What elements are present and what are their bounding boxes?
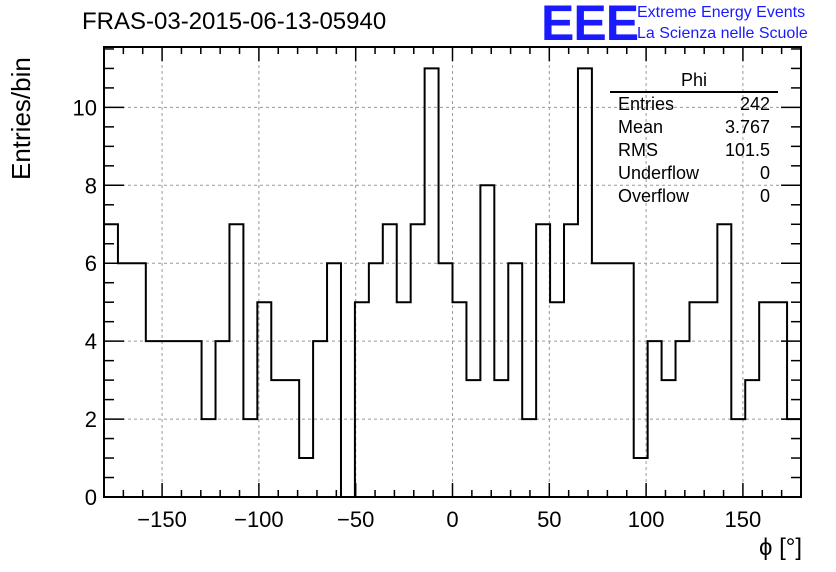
y-axis-label-text: Entries/bin <box>6 57 36 180</box>
histogram-bin <box>689 302 703 497</box>
histogram-bin <box>118 263 132 497</box>
histogram-bin <box>578 68 592 497</box>
histogram-bin <box>606 263 620 497</box>
histogram-bin <box>550 302 564 497</box>
histogram-bin <box>536 224 550 497</box>
histogram-bin <box>271 380 285 497</box>
stats-row-entries: Entries 242 <box>610 93 778 116</box>
stats-row-rms: RMS 101.5 <box>610 139 778 162</box>
eee-logo: EEE <box>541 0 639 51</box>
stats-value: 101.5 <box>724 140 770 160</box>
histogram-bin <box>243 419 257 497</box>
histogram-bin <box>188 341 202 497</box>
histogram-bin <box>717 224 731 497</box>
histogram-bin <box>564 224 578 497</box>
histogram-bin <box>397 302 411 497</box>
histogram-bin <box>494 380 508 497</box>
tick-labels: −150 −100 −50 0 50 100 150 0 2 4 6 8 10 <box>73 95 762 532</box>
histogram-bin <box>229 224 243 497</box>
stats-box: Phi Entries 242 Mean 3.767 RMS 101.5 Und… <box>610 70 778 208</box>
stats-label: Mean <box>618 117 664 137</box>
histogram-bin <box>522 419 536 497</box>
histogram-bin <box>355 302 369 497</box>
histogram-bin <box>327 263 341 497</box>
histogram-bin <box>160 341 174 497</box>
histogram-bin <box>383 224 397 497</box>
histogram-bin <box>648 341 662 497</box>
stats-label: RMS <box>618 140 658 160</box>
stats-title: Phi <box>610 70 778 93</box>
y-tick-label: 10 <box>73 95 97 120</box>
stats-row-mean: Mean 3.767 <box>610 116 778 139</box>
histogram-bin <box>313 341 327 497</box>
histogram-bin <box>466 380 480 497</box>
histogram-bin <box>773 302 787 497</box>
chart-title: FRAS-03-2015-06-13-05940 <box>82 8 387 35</box>
histogram-bin <box>592 263 606 497</box>
x-tick-label: −150 <box>137 507 187 532</box>
x-axis-label: ϕ [°] <box>758 534 802 561</box>
histogram-bin <box>745 380 759 497</box>
stats-label: Underflow <box>618 163 700 183</box>
histogram-bin <box>132 263 146 497</box>
histogram-bin <box>508 263 522 497</box>
y-tick-label: 0 <box>85 485 97 510</box>
stats-row-overflow: Overflow 0 <box>610 185 778 208</box>
histogram-bin <box>620 263 634 497</box>
histogram-bin <box>257 302 271 497</box>
y-tick-label: 8 <box>85 173 97 198</box>
logo-caption-line1: Extreme Energy Events <box>637 4 806 21</box>
x-tick-label: −50 <box>337 507 374 532</box>
histogram-bin <box>202 419 216 497</box>
histogram-bin <box>299 458 313 497</box>
x-tick-label: 100 <box>628 507 665 532</box>
stats-row-underflow: Underflow 0 <box>610 162 778 185</box>
histogram-bin <box>662 380 676 497</box>
histogram-bin <box>146 341 160 497</box>
histogram-bin <box>411 224 425 497</box>
stats-label: Overflow <box>618 186 690 206</box>
histogram-bin <box>703 302 717 497</box>
histogram-bin <box>369 263 383 497</box>
histogram-bin <box>439 263 453 497</box>
histogram-step-line <box>104 67 802 498</box>
stats-value: 242 <box>739 94 770 114</box>
y-axis-label: Entries/bin <box>6 57 37 180</box>
histogram-bin <box>216 341 230 497</box>
stats-label: Entries <box>618 94 675 114</box>
histogram-bin <box>759 302 773 497</box>
histogram-bin <box>480 185 494 497</box>
stats-value: 0 <box>759 163 770 183</box>
logo-caption-line2: La Scienza nelle Scuole <box>637 25 808 42</box>
histogram-bin <box>676 341 690 497</box>
y-tick-label: 6 <box>85 251 97 276</box>
histogram-bin <box>285 380 299 497</box>
y-tick-label: 2 <box>85 407 97 432</box>
x-tick-label: 50 <box>537 507 561 532</box>
x-tick-label: 0 <box>446 507 458 532</box>
y-tick-label: 4 <box>85 329 97 354</box>
stats-value: 0 <box>759 186 770 206</box>
stats-value: 3.767 <box>724 117 770 137</box>
x-tick-label: 150 <box>725 507 762 532</box>
histogram-bin <box>425 68 439 497</box>
x-tick-label: −100 <box>234 507 284 532</box>
axis-ticks <box>104 47 801 497</box>
histogram-bin <box>174 341 188 497</box>
histogram-bin <box>453 302 467 497</box>
